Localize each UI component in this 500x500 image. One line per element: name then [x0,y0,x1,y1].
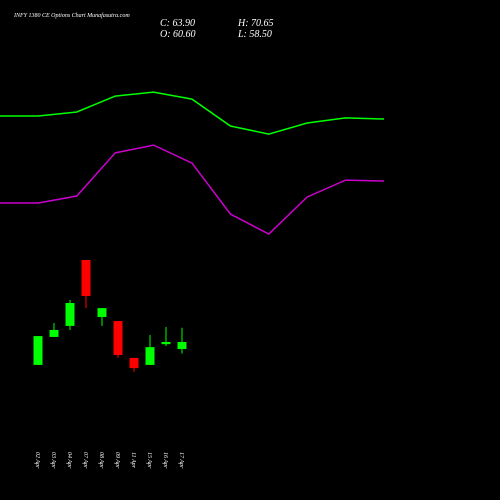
indicator-line [0,91,385,135]
x-tick-label: 04 Apr [66,452,73,469]
x-tick-label: 11 Apr [130,452,136,469]
indicator-line [0,144,385,236]
x-tick-label: 08 Apr [98,452,104,469]
close-info: C: 63.90 [160,18,195,29]
x-tick-label: 03 Apr [50,452,56,469]
candle-body [129,357,139,369]
x-tick-label: 09 Apr [114,452,120,469]
open-info: O: 60.60 [160,29,196,40]
x-tick-label: 15 Apr [146,452,152,469]
x-tick-label: 17 Apr [178,452,184,469]
candle-body [49,329,59,337]
candle-body [145,347,155,365]
chart-title: INFY 1380 CE Options Chart Munafasutra.c… [13,12,130,19]
candle-body [177,342,187,350]
candle-body [33,336,43,365]
x-tick-label: 02 Apr [34,452,40,469]
candle-body [113,321,123,355]
x-tick-label: 16 Apr [162,452,168,469]
x-tick-label: 07 Apr [82,452,88,469]
candle-body [65,303,75,326]
high-info: H: 70.65 [237,18,274,29]
candle-body [97,308,107,318]
candle-body [81,259,91,297]
low-info: L: 58.50 [237,29,272,40]
candle-body [161,342,171,345]
